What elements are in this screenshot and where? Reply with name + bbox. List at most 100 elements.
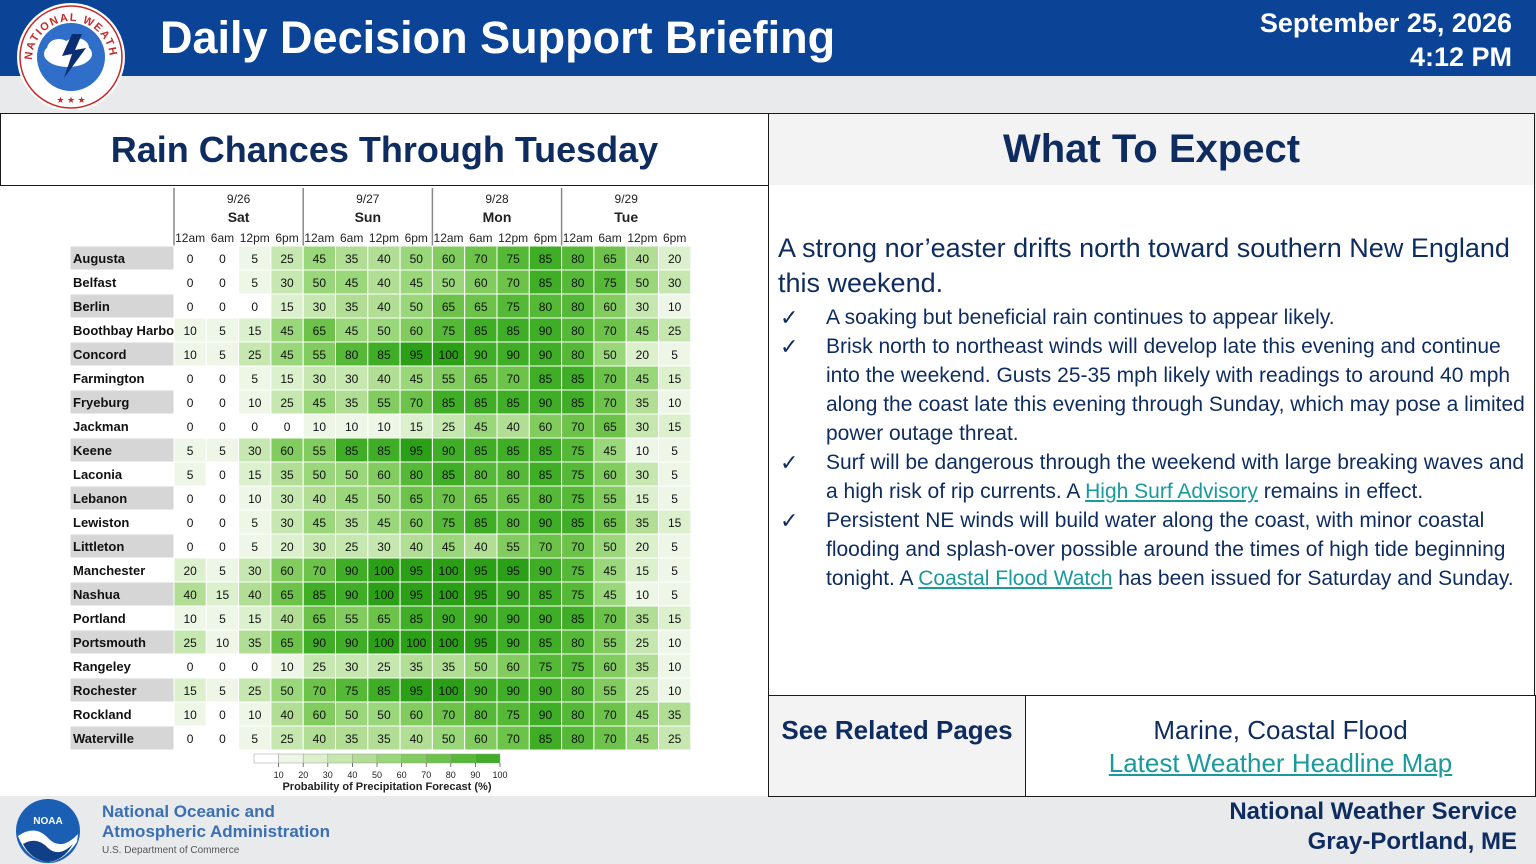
pop-value: 55 <box>506 540 520 554</box>
pop-cell <box>335 413 369 439</box>
pop-value: 5 <box>219 348 226 362</box>
coastal-flood-watch-link[interactable]: Coastal Flood Watch <box>918 567 1113 590</box>
latest-weather-headline-map-link[interactable]: Latest Weather Headline Map <box>1108 748 1453 778</box>
pop-value: 90 <box>539 396 553 410</box>
pop-value: 85 <box>474 516 488 530</box>
pop-cell <box>658 437 692 463</box>
pop-value: 85 <box>539 252 553 266</box>
pop-cell <box>658 413 692 439</box>
pop-cell <box>658 701 692 727</box>
pop-value: 10 <box>183 348 197 362</box>
pop-cell <box>399 245 433 271</box>
pop-cell <box>464 485 498 511</box>
pop-cell <box>205 725 240 751</box>
pop-cell <box>496 677 530 703</box>
nws-logo[interactable]: NATIONAL WEATHER SERVICE ★ ★ ★ <box>12 2 130 110</box>
pop-cell <box>270 365 304 391</box>
pop-value: 35 <box>410 660 424 674</box>
impact-item-rain: ✓ A soaking but beneficial rain continue… <box>778 303 1530 332</box>
pop-value: 25 <box>442 420 456 434</box>
pop-cell <box>464 653 498 679</box>
legend-tick-label: 90 <box>470 770 480 780</box>
pop-value: 80 <box>410 468 424 482</box>
pop-cell <box>658 245 692 271</box>
pop-value: 75 <box>571 588 585 602</box>
pop-value: 85 <box>539 372 553 386</box>
pop-value: 35 <box>345 300 359 314</box>
pop-cell <box>205 581 240 607</box>
pop-cell <box>593 413 627 439</box>
pop-cell <box>431 533 466 559</box>
pop-value: 80 <box>571 636 585 650</box>
pop-value: 85 <box>506 396 520 410</box>
legend-swatch <box>450 753 476 764</box>
pop-value: 30 <box>377 540 391 554</box>
legend-title: Probability of Precipitation Forecast (%… <box>282 781 491 793</box>
pop-value: 0 <box>219 540 226 554</box>
location-label: Boothbay Harbor <box>73 323 179 338</box>
pop-cell <box>238 389 272 415</box>
pop-cell <box>464 245 498 271</box>
pop-cell <box>528 725 563 751</box>
pop-value: 10 <box>636 444 650 458</box>
pop-value: 50 <box>474 660 488 674</box>
pop-value: 40 <box>377 300 391 314</box>
pop-cell <box>335 269 369 295</box>
time-label: 12am <box>304 231 334 245</box>
pop-value: 0 <box>187 396 194 410</box>
pop-value: 95 <box>474 588 488 602</box>
pop-value: 10 <box>216 636 230 650</box>
pop-value: 25 <box>248 348 262 362</box>
pop-cell <box>561 293 595 319</box>
pop-value: 5 <box>187 444 194 458</box>
high-surf-advisory-link[interactable]: High Surf Advisory <box>1085 480 1258 503</box>
pop-cell <box>238 509 272 535</box>
pop-cell <box>496 557 530 583</box>
pop-value: 30 <box>248 444 262 458</box>
pop-value: 25 <box>345 540 359 554</box>
pop-value: 85 <box>539 276 553 290</box>
pop-value: 65 <box>603 252 617 266</box>
pop-value: 35 <box>377 732 391 746</box>
pop-cell <box>399 605 433 631</box>
legend-swatch <box>327 753 353 764</box>
pop-value: 85 <box>539 636 553 650</box>
noaa-logo[interactable]: NOAA <box>13 798 83 864</box>
pop-value: 85 <box>539 732 553 746</box>
pop-cell <box>270 533 304 559</box>
pop-value: 65 <box>313 612 327 626</box>
location-row-bg <box>69 389 175 415</box>
pop-cell <box>593 533 627 559</box>
pop-value: 60 <box>410 708 424 722</box>
pop-value: 45 <box>313 252 327 266</box>
pop-cell <box>335 725 369 751</box>
pop-cell <box>431 293 466 319</box>
pop-value: 5 <box>251 540 258 554</box>
pop-cell <box>205 317 240 343</box>
pop-value: 90 <box>506 612 520 626</box>
pop-value: 70 <box>603 708 617 722</box>
pop-value: 70 <box>603 732 617 746</box>
pop-cell <box>625 701 660 727</box>
pop-cell <box>658 605 692 631</box>
pop-value: 40 <box>410 540 424 554</box>
pop-value: 60 <box>410 324 424 338</box>
pop-cell <box>270 701 304 727</box>
pop-value: 15 <box>668 420 682 434</box>
pop-value: 35 <box>442 660 456 674</box>
pop-value: 0 <box>219 300 226 314</box>
pop-value: 0 <box>219 420 226 434</box>
pop-value: 0 <box>187 420 194 434</box>
pop-cell <box>238 365 272 391</box>
svg-text:★ ★ ★: ★ ★ ★ <box>56 95 85 105</box>
pop-value: 90 <box>539 324 553 338</box>
pop-value: 85 <box>571 396 585 410</box>
pop-value: 70 <box>442 492 456 506</box>
lead-summary: A strong nor’easter drifts north toward … <box>778 233 1510 298</box>
pop-value: 90 <box>506 684 520 698</box>
pop-cell <box>335 677 369 703</box>
pop-value: 100 <box>374 564 394 578</box>
pop-value: 0 <box>187 276 194 290</box>
pop-cell <box>335 365 369 391</box>
pop-value: 50 <box>280 684 294 698</box>
